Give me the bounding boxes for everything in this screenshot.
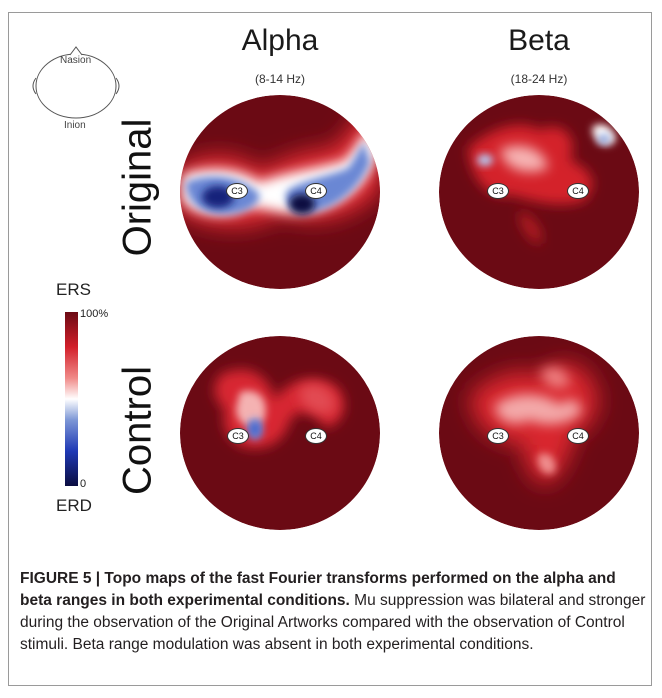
- topomap-beta-control: [439, 336, 639, 530]
- scale-tick-min: 0: [80, 478, 87, 490]
- color-scale-bar: [65, 312, 78, 486]
- column-range-alpha: (8-14 Hz): [254, 72, 305, 86]
- topomap-beta-original: [439, 95, 639, 289]
- caption-title: FIGURE 5 | Topo maps of the fast Fourier…: [20, 570, 616, 609]
- electrode-c3-alpha-original: C3: [226, 183, 248, 199]
- electrode-c3-beta-control: C3: [487, 428, 509, 444]
- figure-caption: FIGURE 5 | Topo maps of the fast Fourier…: [20, 568, 650, 656]
- electrode-c3-beta-original: C3: [487, 183, 509, 199]
- column-title-beta: Beta: [508, 24, 570, 57]
- scale-label-ers: ERS: [56, 280, 91, 299]
- electrode-c3-alpha-control: C3: [227, 428, 249, 444]
- scale-tick-max: 100%: [80, 308, 109, 320]
- electrode-c4-alpha-original: C4: [305, 183, 327, 199]
- figure-graphic: [32, 46, 639, 530]
- electrode-c4-beta-original: C4: [567, 183, 589, 199]
- column-range-beta: (18-24 Hz): [510, 72, 568, 86]
- scale-label-erd: ERD: [56, 496, 92, 515]
- row-label-control: Control: [115, 366, 160, 495]
- row-label-original: Original: [115, 118, 160, 257]
- electrode-c4-alpha-control: C4: [305, 428, 327, 444]
- inion-label: Inion: [64, 120, 86, 131]
- caption-body: Mu suppression was bilateral and stronge…: [20, 592, 646, 653]
- topomap-alpha-original: [180, 95, 380, 289]
- column-title-alpha: Alpha: [241, 24, 319, 57]
- head-diagram-icon: [32, 46, 120, 119]
- electrode-c4-beta-control: C4: [567, 428, 589, 444]
- nasion-label: Nasion: [60, 55, 92, 66]
- topomap-alpha-control: [180, 336, 380, 530]
